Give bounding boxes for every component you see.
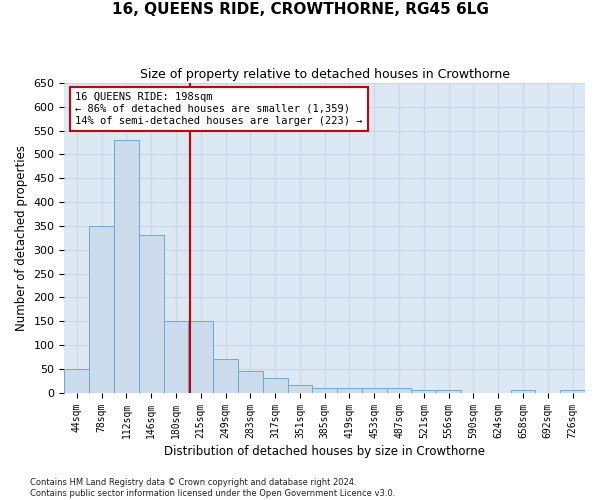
- Bar: [213, 359, 238, 392]
- Bar: [313, 388, 337, 392]
- Text: 16 QUEENS RIDE: 198sqm
← 86% of detached houses are smaller (1,359)
14% of semi-: 16 QUEENS RIDE: 198sqm ← 86% of detached…: [75, 92, 362, 126]
- Text: 16, QUEENS RIDE, CROWTHORNE, RG45 6LG: 16, QUEENS RIDE, CROWTHORNE, RG45 6LG: [112, 2, 488, 18]
- Bar: [114, 140, 139, 392]
- Bar: [64, 369, 89, 392]
- Bar: [560, 390, 585, 392]
- Bar: [287, 386, 313, 392]
- Bar: [412, 390, 436, 392]
- Bar: [139, 236, 164, 392]
- Title: Size of property relative to detached houses in Crowthorne: Size of property relative to detached ho…: [140, 68, 510, 80]
- Bar: [238, 371, 263, 392]
- Bar: [362, 388, 386, 392]
- Bar: [436, 390, 461, 392]
- Bar: [386, 388, 412, 392]
- Bar: [188, 321, 213, 392]
- Text: Contains HM Land Registry data © Crown copyright and database right 2024.
Contai: Contains HM Land Registry data © Crown c…: [30, 478, 395, 498]
- Y-axis label: Number of detached properties: Number of detached properties: [15, 145, 28, 331]
- Bar: [337, 388, 362, 392]
- Bar: [263, 378, 287, 392]
- Bar: [89, 226, 114, 392]
- Bar: [164, 321, 188, 392]
- X-axis label: Distribution of detached houses by size in Crowthorne: Distribution of detached houses by size …: [164, 444, 485, 458]
- Bar: [511, 390, 535, 392]
